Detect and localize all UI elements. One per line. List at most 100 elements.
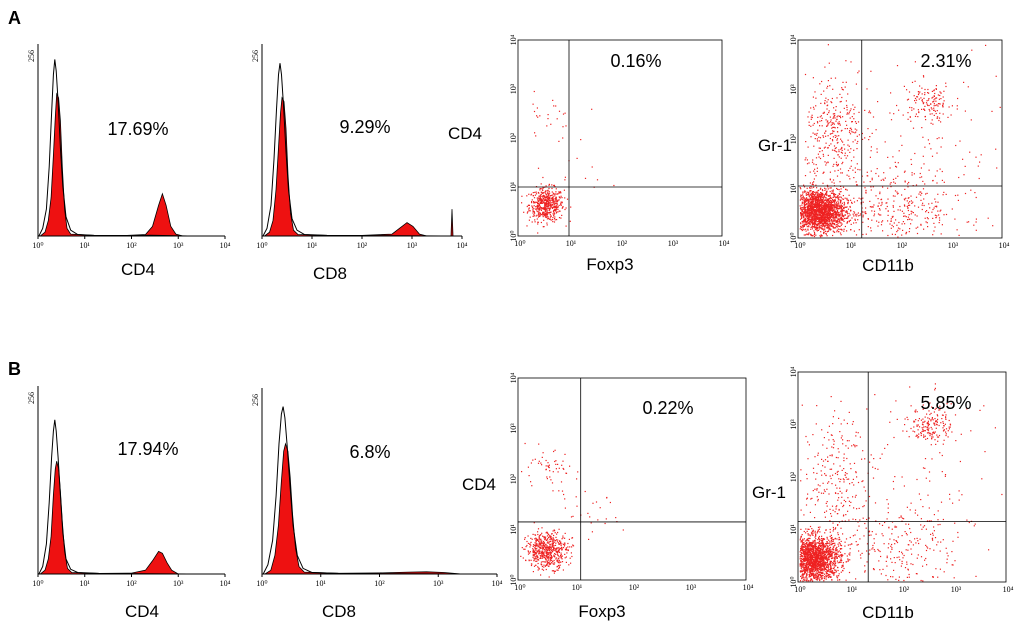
- event-dot: [834, 212, 836, 214]
- event-dot: [919, 176, 921, 179]
- event-dot: [815, 157, 818, 159]
- event-dot: [846, 112, 849, 114]
- event-dot: [542, 176, 544, 179]
- event-dot: [810, 572, 812, 574]
- event-dot: [839, 201, 842, 203]
- event-dot: [839, 206, 841, 208]
- event-dot: [978, 177, 980, 180]
- event-dot: [827, 230, 829, 232]
- event-dot: [803, 530, 805, 533]
- event-dot: [801, 202, 803, 204]
- histogram-filled-series: [39, 92, 184, 237]
- event-dot: [836, 204, 838, 207]
- event-dot: [832, 571, 834, 573]
- event-dot: [554, 562, 556, 564]
- event-dot: [827, 99, 829, 101]
- event-dot: [918, 98, 920, 100]
- event-dot: [838, 542, 840, 544]
- event-dot: [861, 211, 863, 213]
- event-dot: [862, 221, 864, 223]
- event-dot: [804, 213, 806, 215]
- event-dot: [805, 234, 807, 236]
- event-dot: [819, 210, 821, 213]
- event-dot: [803, 551, 805, 553]
- event-dot: [815, 105, 817, 107]
- event-dot: [820, 209, 823, 211]
- event-dot: [821, 211, 824, 213]
- event-dot: [802, 213, 804, 215]
- event-dot: [897, 236, 899, 238]
- event-dot: [834, 227, 836, 229]
- event-dot: [537, 232, 539, 234]
- event-dot: [860, 203, 862, 205]
- event-dot: [921, 204, 923, 206]
- event-dot: [963, 81, 965, 83]
- event-dot: [814, 532, 816, 534]
- event-dot: [906, 200, 908, 202]
- event-dot: [839, 219, 841, 221]
- event-dot: [907, 202, 910, 204]
- event-dot: [915, 196, 918, 198]
- event-dot: [810, 194, 812, 196]
- event-dot: [817, 153, 819, 155]
- event-dot: [825, 97, 827, 99]
- event-dot: [807, 533, 809, 535]
- event-dot: [933, 90, 935, 92]
- event-dot: [560, 548, 562, 550]
- event-dot: [546, 538, 549, 540]
- event-dot: [842, 89, 844, 91]
- event-dot: [525, 559, 527, 562]
- event-dot: [801, 197, 803, 199]
- event-dot: [896, 65, 899, 67]
- event-dot: [817, 539, 819, 541]
- event-dot: [837, 219, 839, 221]
- event-dot: [555, 212, 557, 214]
- event-dot: [841, 202, 843, 204]
- x-tick-label: 10⁴: [220, 579, 231, 588]
- event-dot: [820, 222, 822, 224]
- event-dot: [536, 543, 538, 545]
- event-dot: [831, 548, 834, 550]
- y-tick-label: 10⁴: [509, 372, 518, 383]
- event-dot: [821, 568, 823, 570]
- event-dot: [810, 198, 812, 200]
- event-dot: [558, 490, 560, 492]
- event-dot: [530, 564, 533, 567]
- event-dot: [540, 213, 542, 215]
- event-dot: [554, 209, 556, 211]
- event-dot: [842, 214, 844, 216]
- event-dot: [551, 539, 553, 541]
- event-dot: [850, 223, 852, 225]
- event-dot: [870, 189, 872, 191]
- event-dot: [870, 170, 872, 172]
- event-dot: [831, 562, 833, 564]
- event-dot: [831, 210, 833, 212]
- event-dot: [551, 194, 553, 196]
- event-dot: [615, 517, 617, 519]
- event-dot: [539, 546, 541, 549]
- event-dot: [838, 156, 840, 158]
- event-dot: [806, 549, 808, 551]
- event-dot: [837, 194, 839, 196]
- event-dot: [804, 205, 806, 207]
- event-dot: [833, 567, 835, 569]
- event-dot: [826, 561, 828, 563]
- event-dot: [831, 190, 833, 192]
- event-dot: [813, 548, 815, 550]
- event-dot: [907, 219, 909, 221]
- event-dot: [538, 204, 540, 206]
- event-dot: [832, 136, 834, 138]
- event-dot: [542, 569, 545, 571]
- event-dot: [846, 206, 848, 208]
- event-dot: [921, 93, 923, 95]
- event-dot: [802, 574, 804, 576]
- event-dot: [831, 219, 833, 221]
- event-dot: [827, 204, 829, 206]
- event-dot: [819, 560, 821, 563]
- percentage-annotation: 0.22%: [642, 398, 693, 418]
- event-dot: [924, 88, 926, 91]
- event-dot: [825, 215, 827, 217]
- event-dot: [823, 171, 825, 173]
